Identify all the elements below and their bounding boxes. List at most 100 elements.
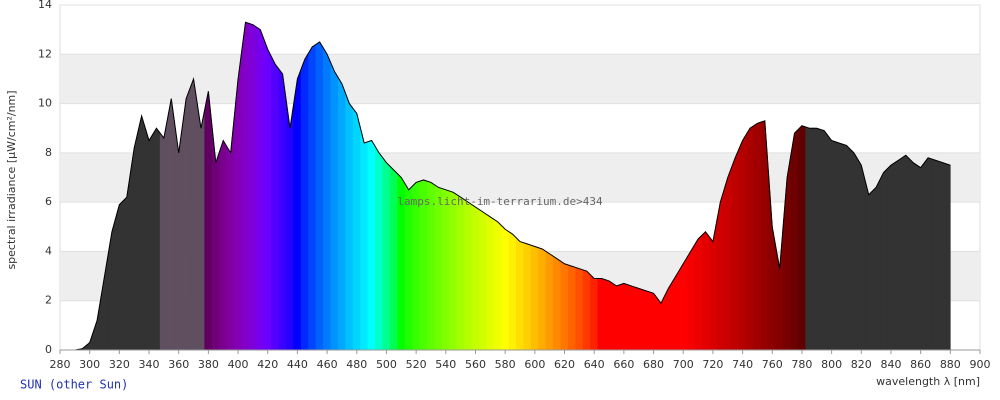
x-tick-label: 640 [584,358,605,371]
spectrum-strip [493,218,502,351]
spectrum-strip [219,139,228,351]
spectrum-strip [285,101,295,351]
x-tick-label: 620 [554,358,575,371]
spectrum-strip [263,39,272,351]
watermark: lamps.licht-im-terrarium.de>434 [397,195,603,208]
spectrum-strip [464,199,473,351]
spectrum-strip [849,148,858,351]
x-tick-label: 420 [257,358,278,371]
spectrum-strip [835,141,844,351]
y-tick-label: 10 [38,97,52,110]
spectrum-strip [909,158,918,351]
spectrum-strip [857,157,866,351]
spectrum-strip [886,162,895,351]
x-tick-label: 400 [228,358,249,371]
spectrum-strip [790,128,799,351]
x-tick-label: 860 [910,358,931,371]
y-tick-label: 12 [38,47,52,60]
spectrum-strip [924,157,933,351]
spectrum-strip [360,128,369,351]
spectrum-strip [167,98,176,351]
spectrum-strip [634,286,643,351]
spectrum-strip [560,260,569,351]
spectrum-strip [842,143,851,351]
spectrum-strip [189,77,198,351]
x-tick-label: 600 [524,358,545,371]
spectrum-strip [575,267,584,351]
y-tick-label: 14 [38,0,52,11]
x-tick-label: 560 [465,358,486,371]
y-tick-label: 0 [45,343,52,356]
spectrum-strip [946,163,951,351]
spectrum-strip [827,134,836,351]
spectrum-strip [330,62,339,351]
spectrum-strip [323,47,332,351]
spectrum-strip [182,88,191,351]
x-tick-label: 540 [435,358,456,371]
spectrum-strip [679,256,688,351]
spectrum-strip [901,154,910,351]
spectrum-strip [590,274,599,351]
x-axis-label: wavelength λ [nm] [876,375,980,388]
x-tick-label: 580 [495,358,516,371]
spectrum-strip [931,158,940,351]
spectrum-strip [894,157,903,351]
spectrum-outline [74,21,951,351]
spectrum-strip [530,244,539,351]
spectrum-strip [271,56,280,351]
spectrum-strip [872,179,881,351]
x-tick-label: 700 [673,358,694,371]
spectrum-strip [612,282,621,351]
spectrum-strip [434,184,443,351]
spectrum-strip [256,26,265,351]
spectrum-strip [404,182,413,351]
spectrum-strip [441,188,450,351]
x-tick-label: 900 [970,358,991,371]
x-tick-label: 360 [168,358,189,371]
spectrum-strip [159,118,168,351]
x-tick-label: 440 [287,358,308,371]
x-tick-label: 520 [406,358,427,371]
spectrum-strip [686,244,695,351]
x-tick-label: 340 [139,358,160,371]
spectrum-strip [367,140,376,351]
spectrum-strip [753,121,762,351]
spectrum-strip [567,264,576,351]
spectrum-strip [671,268,680,351]
spectrum-strip [938,161,947,351]
y-tick-label: 6 [45,195,52,208]
spectrum-strip [508,231,517,351]
x-tick-label: 780 [791,358,812,371]
y-tick-label: 4 [45,244,52,257]
spectrum-strip [916,161,925,351]
spectrum-strip [812,127,821,351]
y-tick-label: 2 [45,294,52,307]
spectrum-strip [642,289,651,351]
x-tick-label: 720 [702,358,723,371]
spectrum-strip [582,269,591,351]
spectrum-strip [731,149,740,351]
x-tick-label: 500 [376,358,397,371]
x-tick-label: 480 [346,358,367,371]
spectrum-strip [515,237,525,351]
x-tick-label: 760 [762,358,783,371]
spectrum-strip [293,68,302,351]
spectrum-strip [745,125,755,351]
spectrum-strip [241,21,250,351]
spectrum-strip [308,43,317,351]
spectrum-strip [738,133,747,351]
spectrum-strip [352,107,361,351]
spectrum-strip [723,167,732,351]
spectrum-strip [649,291,658,351]
x-tick-label: 680 [643,358,664,371]
y-axis-label: spectral irradiance [µW/cm²/nm] [5,90,18,269]
spectrum-strip [605,279,614,351]
spectrum-strip [627,284,636,351]
x-tick-label: 820 [851,358,872,371]
spectrum-strip [152,127,161,351]
spectrum-strip [382,156,391,351]
spectrum-strip [456,194,465,351]
x-tick-label: 880 [940,358,961,371]
spectrum-strip [879,168,888,351]
